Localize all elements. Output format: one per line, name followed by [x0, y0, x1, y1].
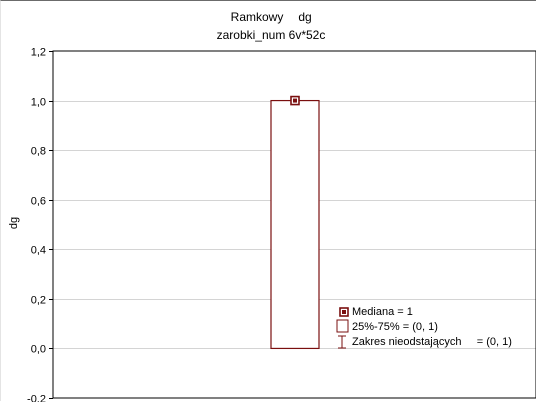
legend-whisker-label: Zakres nieodstających = (0, 1): [352, 336, 512, 348]
y-tick-label: 0,8: [31, 146, 46, 158]
box-series: [271, 97, 319, 349]
y-tick-label: 0,4: [31, 245, 46, 257]
legend-median-entry: Mediana = 1: [340, 306, 413, 318]
median-marker-fill: [293, 99, 297, 103]
legend: Mediana = 1 25%-75% = (0, 1) Zakres nieo…: [337, 306, 512, 348]
legend-box-entry: 25%-75% = (0, 1): [337, 320, 438, 333]
y-tick-labels: -0,20,00,20,40,60,81,01,2: [27, 47, 53, 402]
chart-title: Ramkowy: [231, 10, 284, 24]
y-axis-label: dg: [8, 217, 20, 229]
y-tick-label: 0,6: [31, 196, 46, 208]
chart-subtitle: zarobki_num 6v*52c: [217, 28, 326, 42]
legend-median-label: Mediana = 1: [352, 306, 413, 318]
y-tick-label: 0,0: [31, 344, 46, 356]
y-tick-label: 0,2: [31, 295, 46, 307]
legend-whisker-entry: Zakres nieodstających = (0, 1): [338, 336, 512, 348]
legend-box-label: 25%-75% = (0, 1): [352, 321, 438, 333]
legend-box-marker: [337, 320, 348, 332]
y-tick-label: 1,2: [31, 47, 46, 59]
y-tick-label: 1,0: [31, 97, 46, 109]
chart-title-variable: dg: [298, 10, 311, 24]
legend-median-marker-fill: [342, 310, 346, 314]
box-25-75: [271, 101, 319, 349]
